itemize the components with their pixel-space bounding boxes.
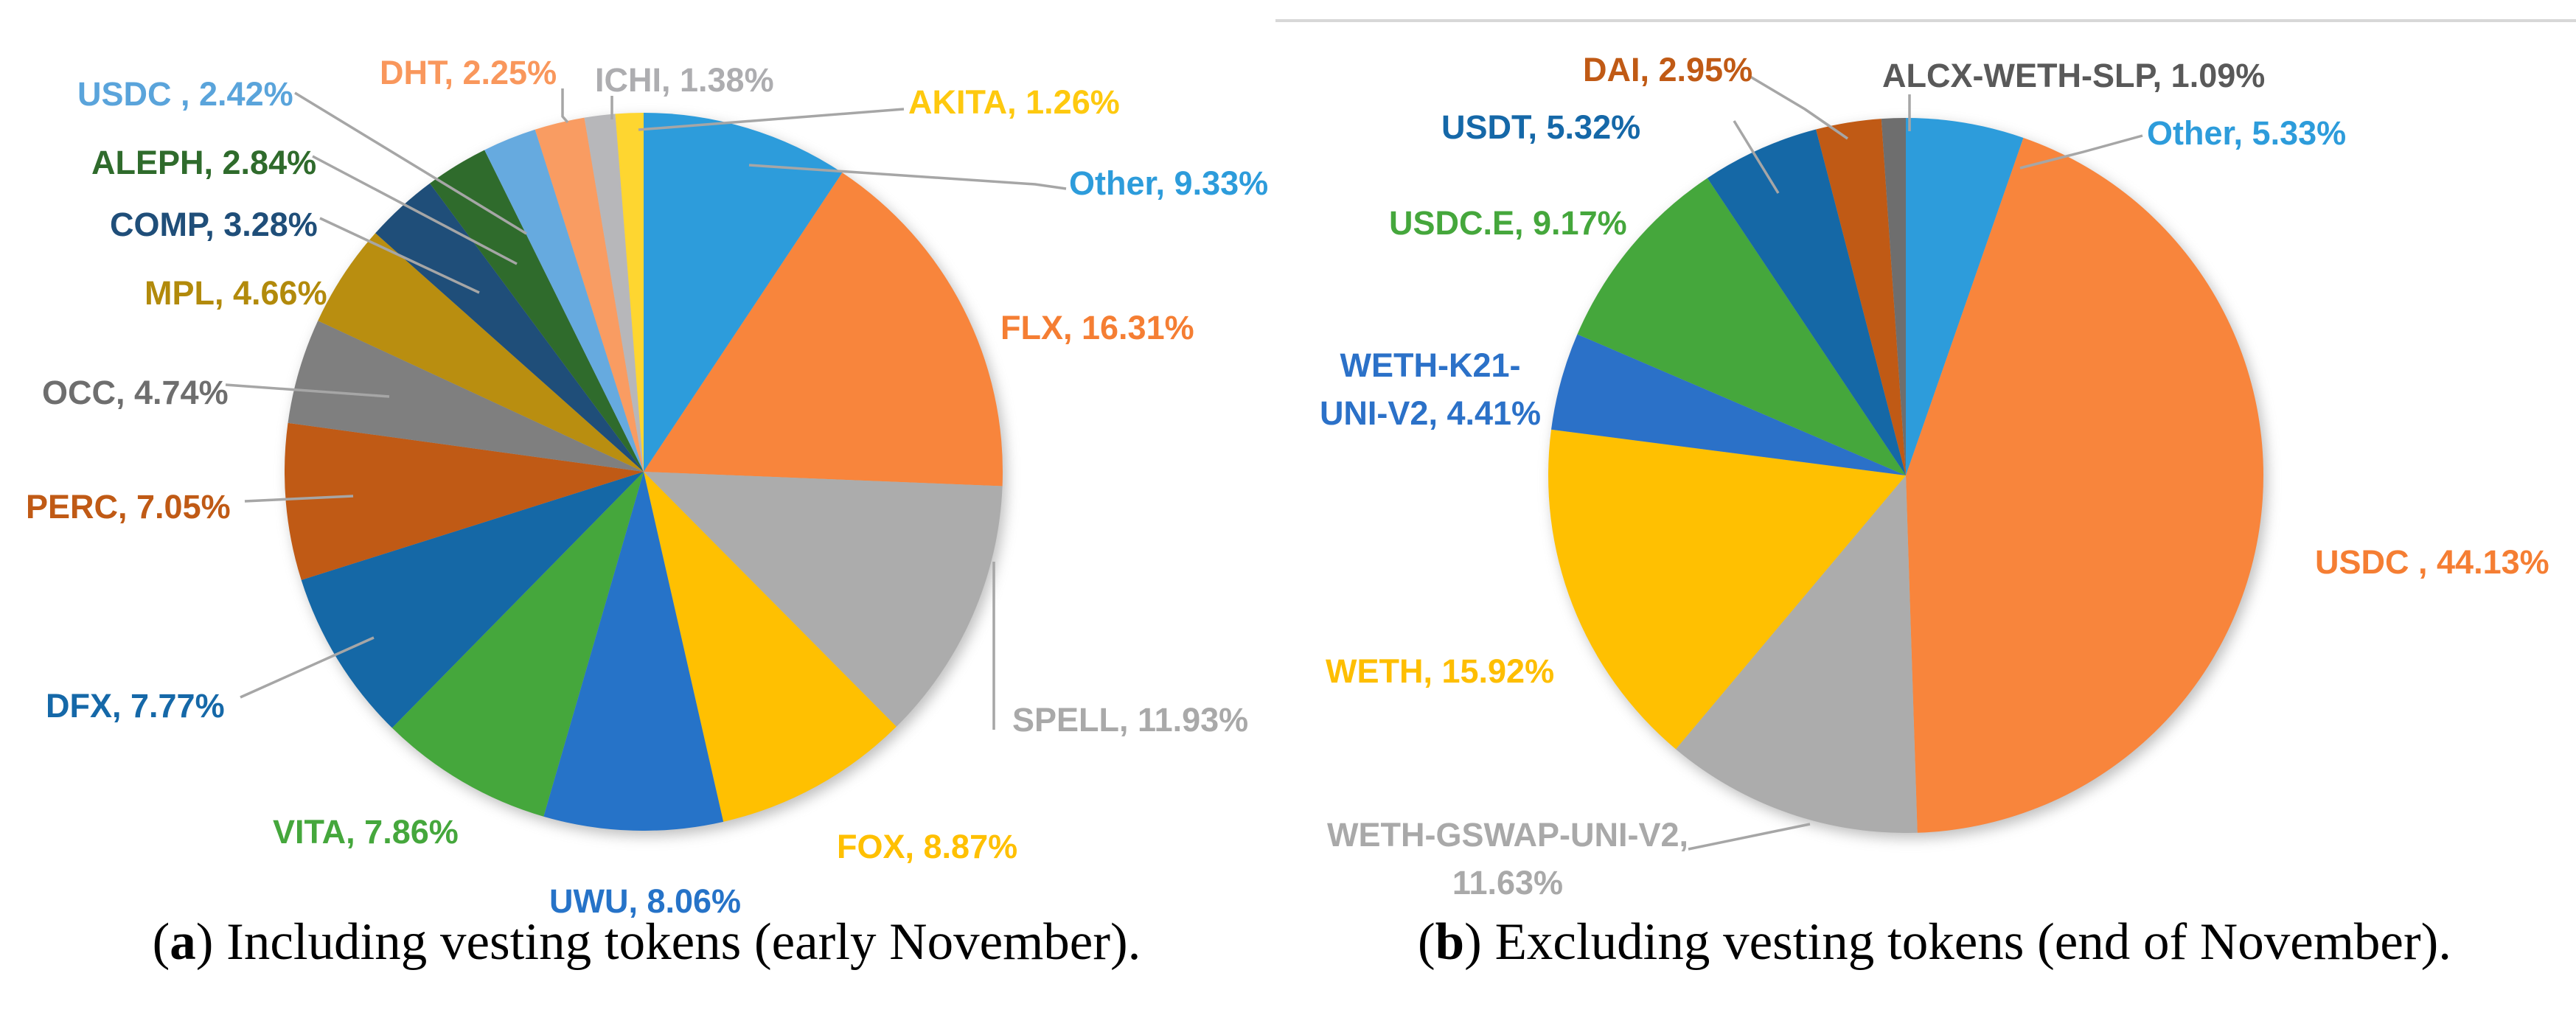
slice-label-perc: PERC, 7.05%	[26, 488, 231, 526]
pie-slice-weth-gswap-uni-v2	[1676, 475, 1918, 833]
pie-slice-comp	[375, 183, 644, 472]
pie-slice-alcx-weth-slp	[1881, 118, 1906, 475]
caption-b: (b) Excluding vesting tokens (end of Nov…	[1293, 913, 2576, 972]
pie-slice-weth-k21-uni-v2	[1551, 334, 1906, 475]
pie-slice-usdc.e	[1577, 178, 1906, 476]
leader-line-comp	[319, 217, 480, 294]
caption-a: (a) Including vesting tokens (early Nove…	[0, 913, 1293, 972]
caption-a-letter: a	[170, 913, 196, 971]
pie-slice-flx	[644, 172, 1003, 486]
leader-line-aleph	[312, 155, 518, 265]
slice-label-dai: DAI, 2.95%	[1583, 51, 1753, 88]
leader-line-perc	[244, 495, 354, 503]
slice-label-comp: COMP, 3.28%	[110, 206, 318, 243]
caption-b-open: (	[1418, 913, 1435, 971]
leader-line-dfx	[240, 636, 375, 699]
pie-slice-aleph	[430, 150, 644, 472]
pie-slice-mpl	[318, 233, 644, 472]
slice-label-ichi: ICHI, 1.38%	[595, 61, 774, 99]
slice-label-other: Other, 5.33%	[2147, 114, 2347, 152]
slice-label-uwu: UWU, 8.06%	[549, 882, 742, 920]
slice-label-weth-gswap-uni-v2: WETH-GSWAP-UNI-V2, 11.63%	[1327, 816, 1688, 902]
pie-slice-weth	[1548, 429, 1906, 750]
slice-label-fox: FOX, 8.87%	[837, 828, 1018, 865]
pie-slice-usdc	[484, 129, 644, 472]
slice-label-other: Other, 9.33%	[1069, 164, 1269, 202]
slice-label-akita: AKITA, 1.26%	[908, 83, 1120, 121]
caption-a-rest: ) Including vesting tokens (early Novemb…	[195, 913, 1141, 971]
slice-label-dht: DHT, 2.25%	[380, 54, 557, 91]
pie-slice-dai	[1816, 119, 1906, 475]
leader-line-akita	[638, 108, 905, 131]
pie-chart-b	[1548, 118, 2263, 833]
pie-slice-occ	[288, 321, 644, 472]
slice-label-usdc: USDC , 2.42%	[77, 75, 293, 113]
leader-line-other	[748, 164, 1067, 190]
caption-b-rest: ) Excluding vesting tokens (end of Novem…	[1464, 913, 2451, 971]
pie-slice-usdc	[1906, 137, 2263, 833]
pie-slice-akita	[615, 113, 644, 472]
slice-label-weth: WETH, 15.92%	[1326, 652, 1555, 690]
slice-label-spell: SPELL, 11.93%	[1012, 701, 1249, 739]
leader-line-occ	[225, 383, 390, 398]
pie-slice-other	[1906, 118, 2024, 475]
caption-b-letter: b	[1435, 913, 1465, 971]
slice-label-usdc.e: USDC.E, 9.17%	[1389, 204, 1627, 242]
leader-line-weth-gswap-uni-v2	[1688, 823, 1811, 851]
slice-label-alcx-weth-slp: ALCX-WETH-SLP, 1.09%	[1882, 57, 2266, 94]
pie-slice-usdt	[1707, 129, 1906, 475]
pie-slice-spell	[644, 472, 1003, 727]
leader-line-other	[2019, 134, 2143, 170]
slice-label-mpl: MPL, 4.66%	[145, 274, 327, 312]
slice-label-weth-k21-uni-v2: WETH-K21- UNI-V2, 4.41%	[1319, 346, 1542, 433]
pie-slice-vita	[391, 472, 644, 817]
pie-slice-uwu	[543, 472, 724, 831]
slice-label-vita: VITA, 7.86%	[273, 813, 459, 851]
leader-line-dht	[561, 88, 569, 124]
pie-slice-other	[644, 113, 843, 472]
slice-label-usdt: USDT, 5.32%	[1441, 108, 1641, 146]
leader-line-usdt	[1733, 120, 1780, 194]
pie-slice-ichi	[584, 114, 644, 472]
leader-line-usdc	[294, 91, 527, 235]
slice-label-flx: FLX, 16.31%	[1000, 309, 1194, 346]
pie-slice-dfx	[301, 472, 644, 728]
slice-label-usdc: USDC , 44.13%	[2315, 543, 2549, 581]
slice-label-aleph: ALEPH, 2.84%	[91, 144, 317, 181]
slice-label-dfx: DFX, 7.77%	[46, 687, 225, 725]
pie-slice-perc	[285, 422, 644, 580]
leader-line-dai	[1750, 75, 1848, 140]
pie-slice-fox	[644, 472, 897, 822]
pie-slice-dht	[535, 117, 644, 472]
slice-label-occ: OCC, 4.74%	[42, 374, 229, 411]
caption-a-open: (	[152, 913, 170, 971]
pie-chart-a	[285, 113, 1003, 831]
